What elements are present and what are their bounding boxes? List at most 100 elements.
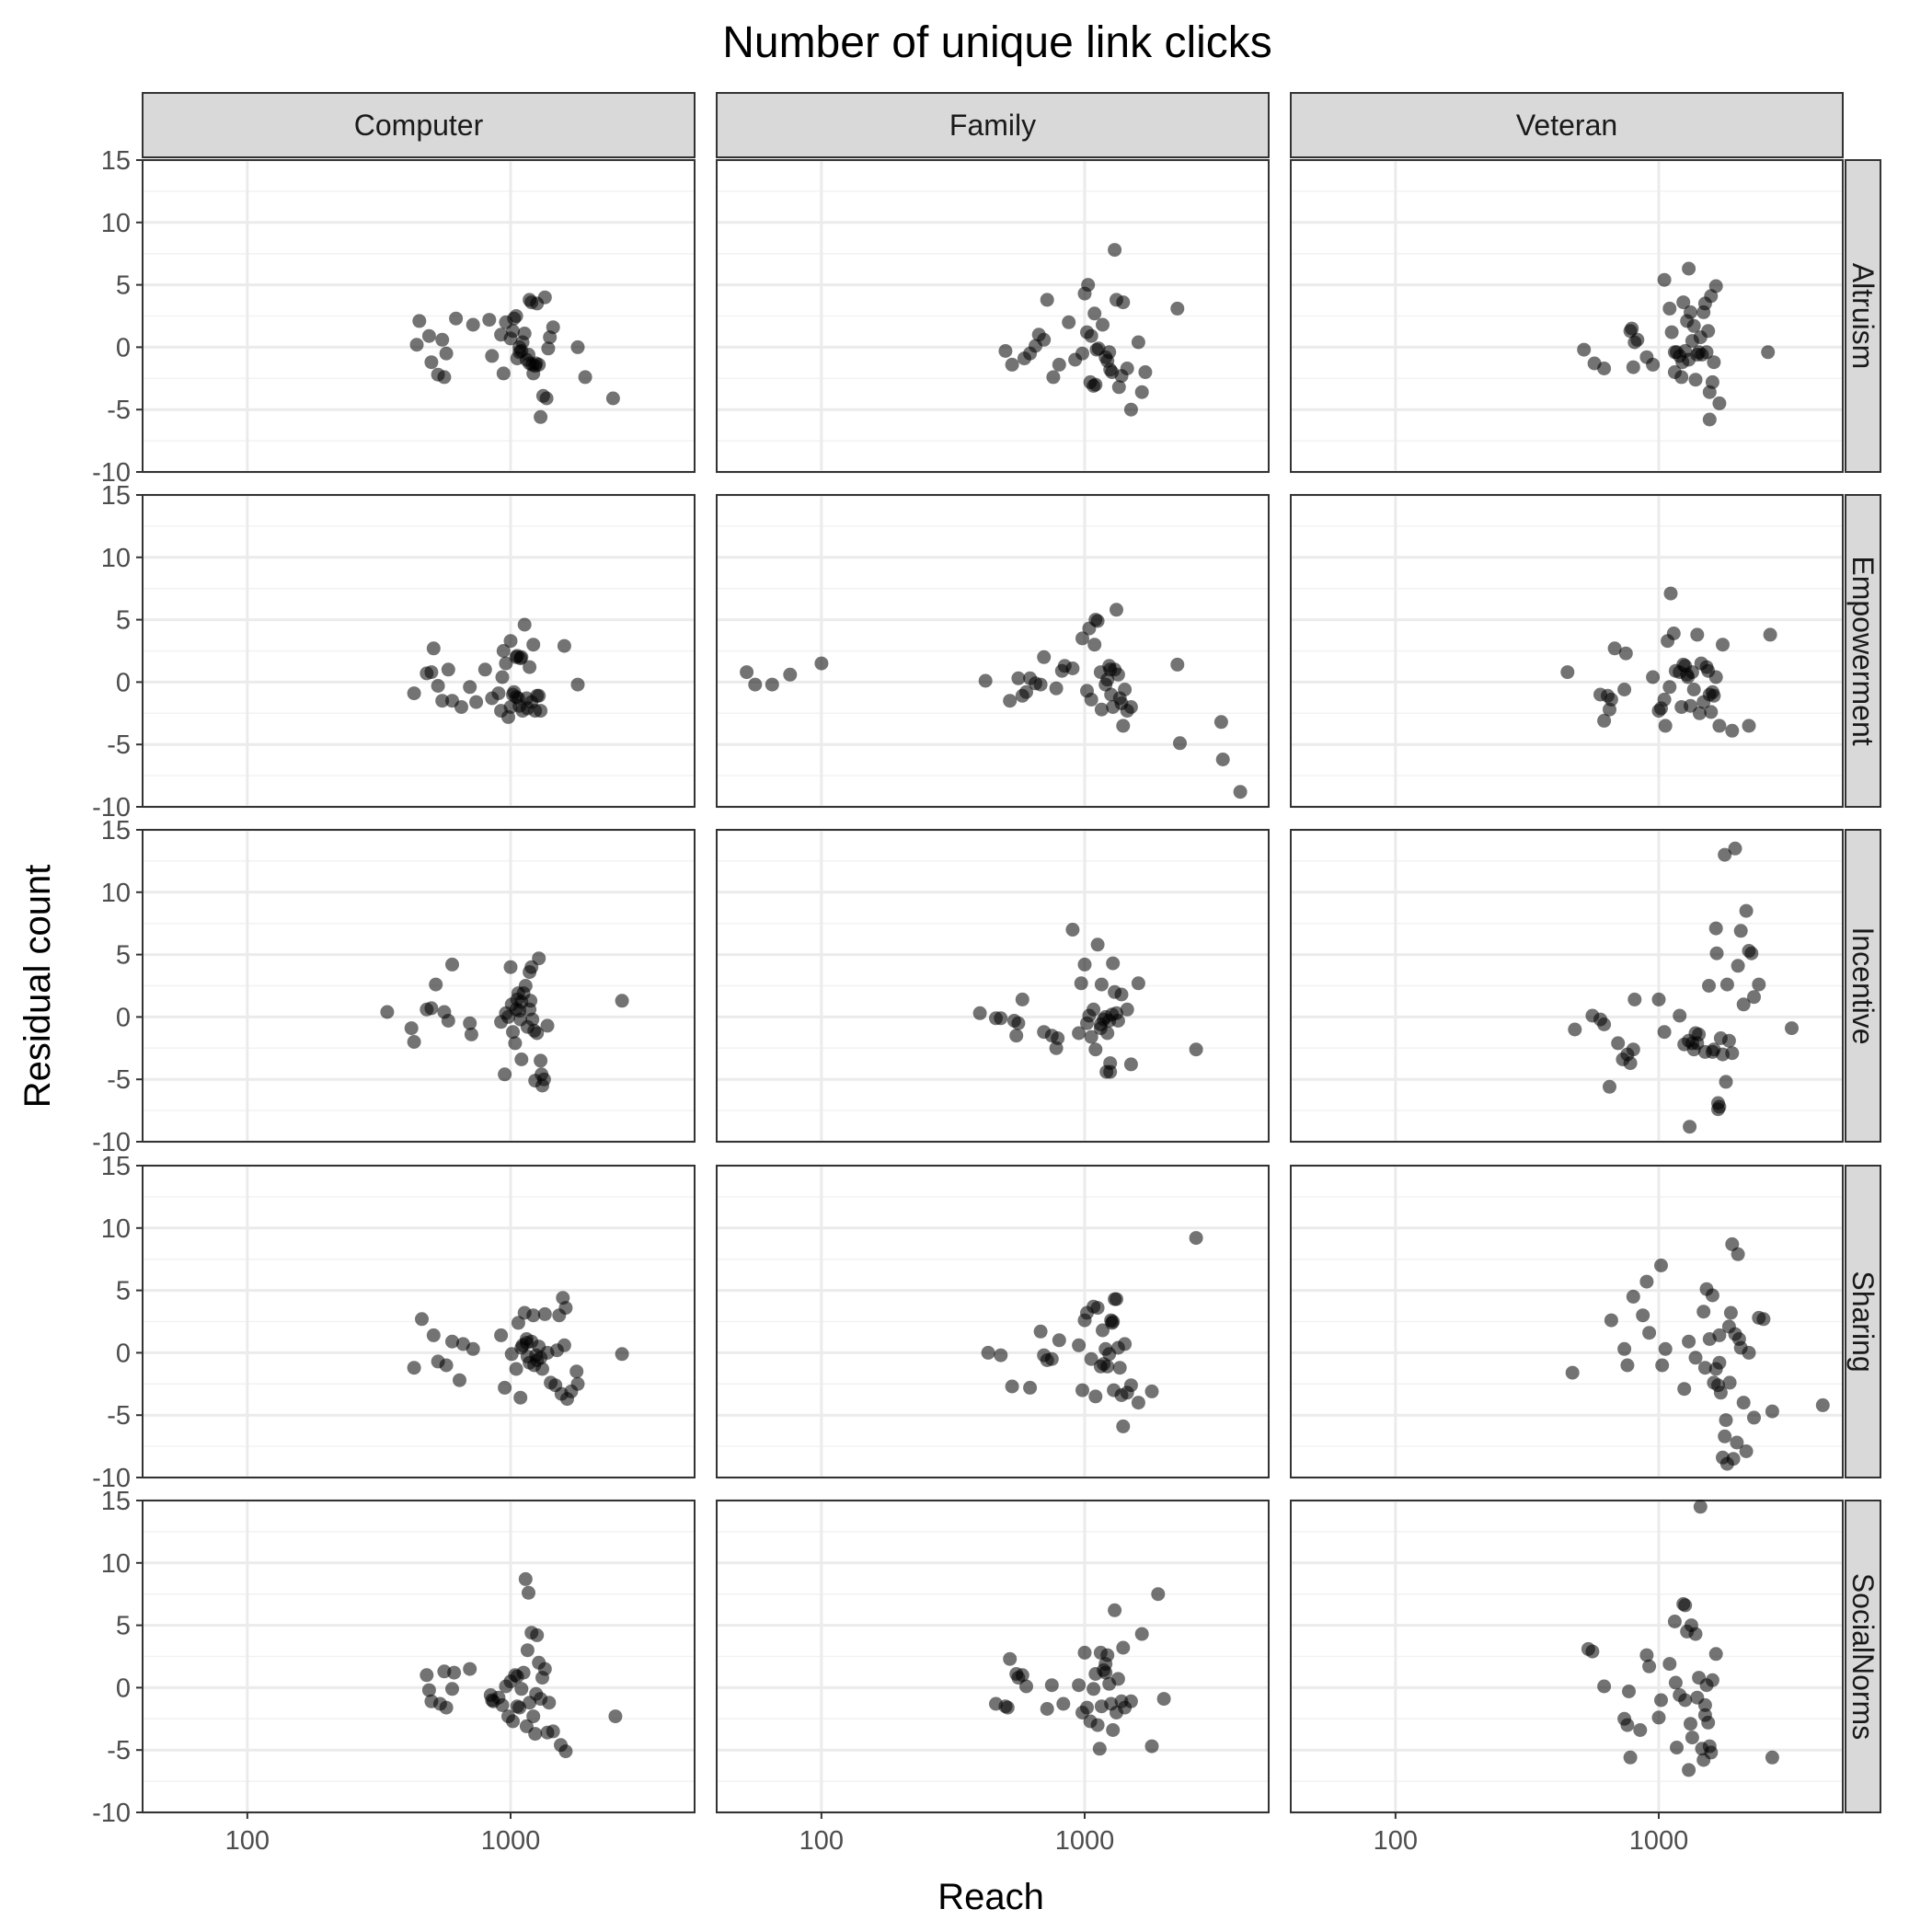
data-point: [404, 1021, 419, 1036]
y-tick-label: 5: [116, 271, 131, 301]
data-point: [1725, 1236, 1740, 1251]
data-point: [1662, 1657, 1677, 1672]
y-axis-title: Residual count: [17, 865, 58, 1109]
facet-panel: [1290, 1164, 1844, 1479]
data-point: [517, 327, 532, 340]
data-point: [1712, 719, 1727, 733]
data-point: [1123, 700, 1138, 714]
data-point: [557, 1338, 571, 1352]
facet-strip-row: [1845, 159, 1881, 473]
x-tick-label: 1000: [481, 1826, 541, 1856]
data-point: [1065, 661, 1080, 675]
data-point: [445, 1334, 459, 1349]
data-point: [1170, 301, 1185, 316]
data-point: [520, 1643, 535, 1658]
y-tick-label: -5: [107, 1401, 131, 1431]
data-point: [1131, 1396, 1145, 1410]
y-tick-label: -5: [107, 1065, 131, 1095]
data-point: [1678, 1693, 1693, 1708]
data-point: [558, 1301, 573, 1316]
data-point: [1114, 987, 1129, 1002]
data-point: [1084, 692, 1098, 707]
y-tick-label: -10: [92, 458, 131, 488]
facet-strip-row-label: Altruism: [1846, 263, 1880, 370]
data-point: [1597, 1018, 1612, 1031]
data-point: [445, 1682, 459, 1696]
data-point: [1074, 976, 1088, 991]
data-point: [1110, 1292, 1123, 1306]
panel-border: [1290, 1500, 1844, 1813]
data-point: [1015, 1668, 1029, 1683]
data-point: [994, 1348, 1008, 1363]
data-point: [1739, 903, 1754, 918]
data-point: [1684, 305, 1697, 319]
data-point: [1701, 324, 1716, 339]
data-point: [1131, 335, 1145, 350]
data-point: [529, 1686, 544, 1701]
data-point: [523, 660, 537, 674]
data-point: [1215, 753, 1230, 766]
data-point: [1683, 1120, 1697, 1134]
data-point: [1173, 736, 1187, 751]
data-point: [1731, 959, 1745, 973]
data-point: [1688, 1351, 1703, 1365]
data-point: [503, 700, 518, 714]
data-point: [491, 686, 506, 701]
facet-strip-row: [1845, 829, 1881, 1143]
facet-strip-row: [1845, 1165, 1881, 1478]
data-point: [499, 656, 513, 671]
panel-border: [1290, 494, 1844, 808]
data-point: [1721, 1319, 1736, 1334]
data-point: [439, 1700, 454, 1715]
panel-border: [1290, 1165, 1844, 1478]
data-point: [1662, 301, 1677, 316]
data-point: [1633, 1723, 1648, 1737]
data-point: [1726, 1452, 1741, 1466]
data-point: [498, 1067, 512, 1082]
data-point: [1106, 1723, 1121, 1737]
data-point: [1655, 1358, 1670, 1373]
facet-strip-row: [1845, 494, 1881, 808]
data-point: [1033, 1324, 1048, 1339]
data-point: [1708, 279, 1723, 293]
data-point: [1040, 1702, 1054, 1716]
y-tick-label: 15: [101, 1152, 131, 1181]
y-tick-label: -5: [107, 730, 131, 760]
data-point: [1663, 586, 1678, 601]
data-point: [1680, 667, 1695, 682]
data-point: [1081, 278, 1096, 293]
data-point: [1098, 1665, 1113, 1680]
data-point: [439, 346, 454, 361]
data-point: [1052, 357, 1066, 372]
y-tick-label: 0: [116, 1003, 131, 1032]
data-point: [1065, 923, 1080, 937]
data-point: [1719, 1413, 1733, 1428]
data-point: [1699, 345, 1714, 360]
data-point: [519, 1336, 534, 1351]
data-point: [1690, 627, 1705, 642]
data-point: [518, 979, 533, 993]
data-point: [1705, 1673, 1719, 1687]
data-point: [441, 1014, 455, 1028]
data-point: [1123, 1694, 1138, 1708]
data-point: [1151, 1587, 1166, 1602]
data-point: [510, 1669, 524, 1684]
panel-border: [142, 494, 696, 808]
data-point: [1733, 924, 1748, 938]
data-point: [1730, 1435, 1744, 1450]
data-point: [1108, 1603, 1122, 1617]
data-point: [1639, 1648, 1654, 1662]
data-point: [1705, 684, 1719, 699]
y-tick-label: 15: [101, 481, 131, 511]
data-point: [1692, 1027, 1707, 1041]
data-point: [1627, 992, 1642, 1006]
data-point: [1597, 713, 1612, 728]
data-point: [1084, 1351, 1098, 1366]
data-point: [526, 1709, 541, 1724]
data-point: [1721, 1033, 1736, 1048]
data-point: [509, 1362, 523, 1376]
data-point: [1654, 1693, 1668, 1708]
data-point: [1156, 1692, 1171, 1707]
y-tick-label: 5: [116, 1612, 131, 1641]
